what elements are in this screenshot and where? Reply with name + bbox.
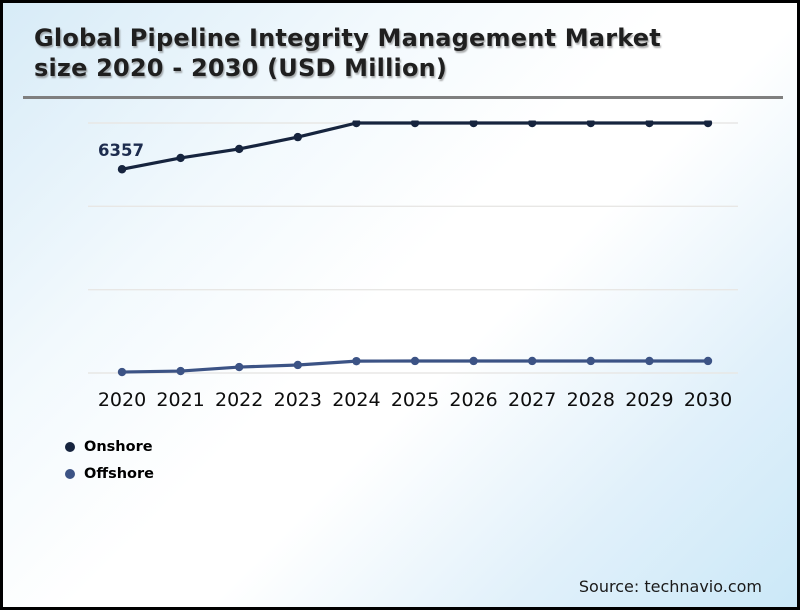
data-point — [117, 165, 127, 174]
data-point — [645, 120, 654, 128]
data-point — [410, 356, 420, 366]
data-point — [469, 356, 478, 366]
x-axis-label: 2029 — [625, 389, 674, 411]
x-axis-label: 2030 — [683, 389, 733, 411]
x-axis-label: 2024 — [332, 389, 381, 411]
legend-label: Onshore — [84, 439, 153, 455]
chart-title: Global Pipeline Integrity Management Mar… — [34, 24, 661, 83]
x-axis-label: 2021 — [156, 389, 205, 411]
data-point — [586, 120, 595, 128]
series-offshore — [117, 356, 713, 377]
x-axis-labels: 2020 2021 2022 2023 2024 2025 2026 2027 2028 2029… — [88, 389, 738, 413]
data-point — [235, 362, 244, 372]
data-point — [410, 120, 420, 128]
data-point — [352, 120, 361, 128]
legend-dot-icon — [65, 469, 75, 479]
x-axis-label: 2020 — [97, 389, 147, 411]
line-chart — [88, 120, 738, 377]
data-point — [176, 153, 185, 163]
legend-item-onshore: Onshore — [65, 439, 154, 455]
data-point — [176, 366, 185, 376]
legend-item-offshore: Offshore — [65, 466, 154, 482]
data-point-label: 6357 — [98, 141, 144, 160]
x-axis-label: 2023 — [273, 389, 322, 411]
data-point — [703, 120, 713, 128]
data-point — [293, 360, 302, 370]
data-point — [703, 356, 713, 366]
series-onshore — [117, 120, 713, 174]
data-point — [293, 132, 302, 142]
legend-label: Offshore — [84, 466, 154, 482]
data-point — [469, 120, 478, 128]
x-axis-label: 2026 — [449, 389, 498, 411]
x-axis-label: 2028 — [566, 389, 615, 411]
data-point — [528, 120, 537, 128]
data-point — [235, 144, 244, 154]
data-point — [117, 367, 127, 377]
title-divider — [23, 96, 783, 99]
data-point — [645, 356, 654, 366]
x-axis-label: 2022 — [215, 389, 264, 411]
legend-dot-icon — [65, 442, 75, 452]
x-axis-label: 2025 — [390, 389, 440, 411]
data-point — [586, 356, 595, 366]
data-point — [528, 356, 537, 366]
data-point — [352, 356, 361, 366]
legend: Onshore Offshore — [65, 439, 154, 482]
x-axis-label: 2027 — [508, 389, 557, 411]
source-attribution: Source: technavio.com — [578, 577, 762, 596]
